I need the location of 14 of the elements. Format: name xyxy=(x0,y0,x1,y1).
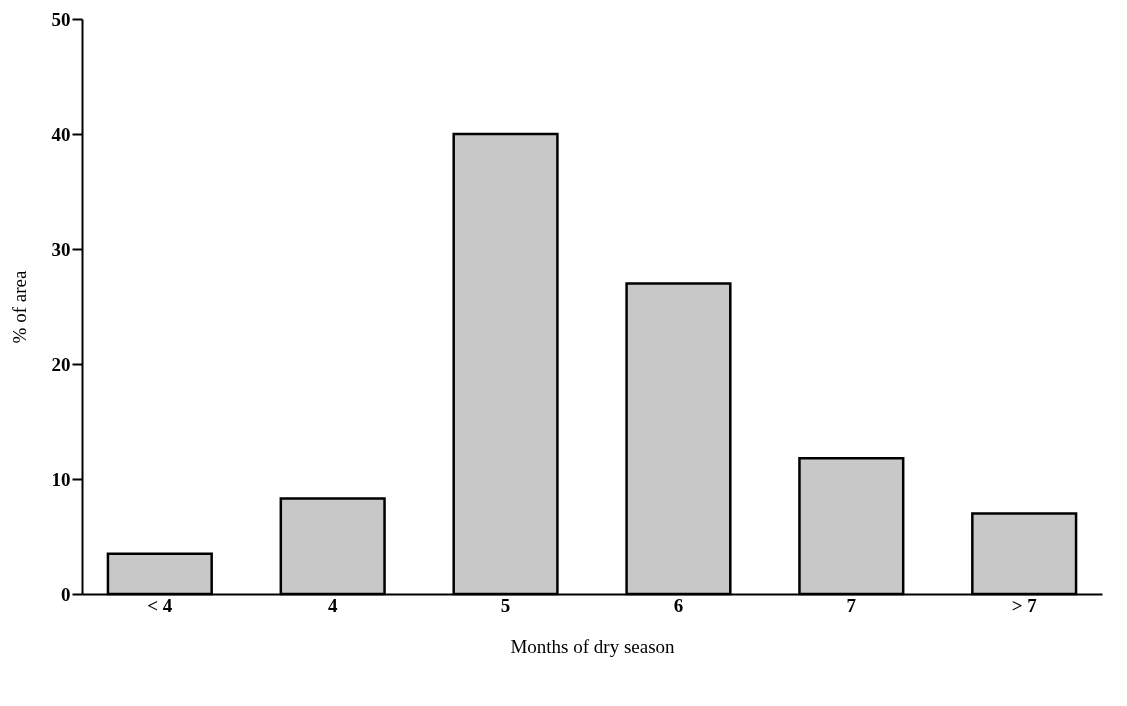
y-axis-title: % of area xyxy=(8,270,30,344)
x-tick-label: 7 xyxy=(846,594,857,616)
x-tick-label: > 7 xyxy=(1011,594,1038,616)
x-axis-title: Months of dry season xyxy=(510,635,676,657)
y-tick-label: 50 xyxy=(51,8,71,30)
x-tick-label: 6 xyxy=(673,594,684,616)
y-tick-label: 30 xyxy=(51,238,71,260)
x-tick-label: < 4 xyxy=(147,594,173,616)
x-tick-label: 4 xyxy=(327,594,338,616)
y-tick-label: 40 xyxy=(51,123,71,145)
x-tick-label: 5 xyxy=(500,594,511,616)
y-tick-label: 20 xyxy=(51,353,71,375)
y-tick-label: 10 xyxy=(51,468,71,490)
y-tick-label: 0 xyxy=(61,583,71,605)
